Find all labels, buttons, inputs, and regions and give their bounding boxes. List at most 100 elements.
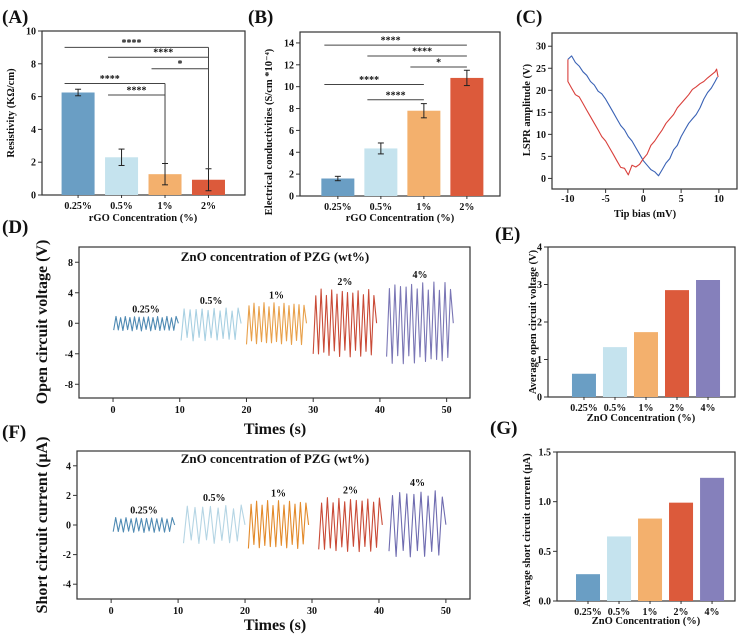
significance-label: **** bbox=[127, 85, 147, 96]
panel-label: (A) bbox=[2, 7, 28, 28]
y-axis-label: Short circuit current (μA) bbox=[34, 437, 51, 614]
y-tick-label: -4 bbox=[63, 580, 71, 591]
y-tick-label: 1.0 bbox=[539, 497, 552, 508]
y-tick-label: 0 bbox=[289, 192, 294, 203]
bar-0.5% bbox=[364, 148, 398, 196]
x-tick-label: 4% bbox=[705, 607, 720, 618]
panel-label: (E) bbox=[495, 224, 520, 245]
y-tick-label: 10 bbox=[284, 82, 294, 93]
x-tick-label: -5 bbox=[601, 194, 609, 205]
series-label: 4% bbox=[410, 478, 425, 489]
bar-0.25% bbox=[571, 373, 596, 397]
series-line-sweep-1 bbox=[567, 55, 718, 177]
significance-label: **** bbox=[100, 74, 120, 85]
plot-frame bbox=[41, 30, 246, 196]
series-line-1% bbox=[245, 302, 308, 346]
y-tick-label: 3 bbox=[537, 280, 542, 291]
significance-label: **** bbox=[386, 90, 406, 101]
panel-label: (B) bbox=[248, 7, 273, 28]
x-tick-label: 2% bbox=[201, 201, 216, 212]
x-axis-label: Tip bias (mV) bbox=[614, 209, 677, 220]
bar-2% bbox=[665, 290, 690, 397]
y-tick-label: 0 bbox=[66, 521, 71, 532]
y-tick-label: -2 bbox=[63, 550, 71, 561]
y-tick-label: 14 bbox=[284, 38, 294, 49]
series-line-0.5% bbox=[180, 307, 242, 342]
y-tick-label: 1.5 bbox=[539, 448, 552, 459]
significance-label: **** bbox=[412, 47, 432, 58]
y-tick-label: 8 bbox=[31, 59, 36, 70]
bar-2% bbox=[669, 502, 694, 601]
bar-1% bbox=[633, 332, 658, 397]
y-tick-label: 20 bbox=[536, 86, 546, 97]
y-tick-label: 2 bbox=[31, 158, 36, 169]
x-tick-label: 20 bbox=[240, 606, 250, 617]
panel-label: (C) bbox=[516, 7, 542, 28]
x-tick-label: 50 bbox=[442, 405, 452, 416]
series-line-0.25% bbox=[113, 315, 179, 332]
series-label: 1% bbox=[271, 489, 286, 500]
x-tick-label: 5 bbox=[679, 194, 684, 205]
x-tick-label: 10 bbox=[175, 405, 185, 416]
bar-1% bbox=[638, 518, 663, 601]
y-axis-label: Electrical conductivities (S/cm *10⁻⁴) bbox=[264, 48, 275, 215]
y-tick-label: 5 bbox=[541, 152, 546, 163]
series-label: 0.25% bbox=[130, 506, 158, 517]
x-axis-label: Times (s) bbox=[244, 421, 306, 438]
series-label: 0.5% bbox=[203, 493, 226, 504]
y-tick-label: 2 bbox=[66, 491, 71, 502]
series-label: 4% bbox=[412, 270, 427, 281]
bar-0.25% bbox=[61, 92, 95, 195]
y-tick-label: 4 bbox=[66, 461, 71, 472]
y-tick-label: 25 bbox=[536, 64, 546, 75]
y-tick-label: 4 bbox=[537, 243, 542, 254]
panel-label: (G) bbox=[490, 418, 517, 439]
x-tick-label: 30 bbox=[308, 405, 318, 416]
x-tick-label: 40 bbox=[375, 405, 385, 416]
x-axis-label: rGO Concentration (%) bbox=[89, 213, 198, 224]
x-tick-label: 10 bbox=[714, 194, 724, 205]
bar-0.25% bbox=[321, 178, 355, 196]
y-tick-label: 0 bbox=[541, 174, 546, 185]
x-axis-label: Times (s) bbox=[244, 617, 306, 634]
x-tick-label: 2% bbox=[670, 403, 685, 414]
y-axis-label: Average open circuit voltage (V) bbox=[528, 249, 539, 394]
y-tick-label: 6 bbox=[289, 126, 294, 137]
significance-label: **** bbox=[359, 75, 379, 86]
y-tick-label: 0 bbox=[537, 393, 542, 404]
y-tick-label: 2 bbox=[537, 318, 542, 329]
x-tick-label: 0.5% bbox=[608, 607, 631, 618]
significance-label: * bbox=[436, 57, 441, 68]
x-tick-label: 0 bbox=[109, 606, 114, 617]
x-tick-label: 0.25% bbox=[64, 201, 92, 212]
x-axis-label: ZnO Concentration (%) bbox=[592, 616, 701, 627]
series-label: 1% bbox=[269, 291, 284, 302]
significance-label: * bbox=[178, 59, 183, 70]
y-tick-label: 30 bbox=[536, 42, 546, 53]
series-line-2% bbox=[312, 288, 378, 358]
y-axis-label: Open circuit voltage (V) bbox=[34, 240, 51, 405]
series-label: 0.5% bbox=[200, 296, 223, 307]
y-tick-label: 0 bbox=[68, 319, 73, 330]
x-tick-label: 50 bbox=[441, 606, 451, 617]
y-tick-label: 4 bbox=[31, 125, 36, 136]
significance-label: **** bbox=[381, 36, 401, 47]
chart-title: ZnO concentration of PZG (wt%) bbox=[181, 249, 369, 264]
y-tick-label: 12 bbox=[284, 60, 294, 71]
x-tick-label: 0.5% bbox=[604, 403, 627, 414]
panel-label: (F) bbox=[2, 422, 26, 443]
x-tick-label: 1% bbox=[158, 201, 173, 212]
x-tick-label: 4% bbox=[701, 403, 716, 414]
bar-4% bbox=[700, 477, 725, 601]
x-tick-label: 0 bbox=[641, 194, 646, 205]
chart-title: ZnO concentration of PZG (wt%) bbox=[181, 451, 369, 466]
y-tick-label: 10 bbox=[536, 130, 546, 141]
x-tick-label: 0.5% bbox=[370, 202, 393, 213]
y-tick-label: 6 bbox=[31, 92, 36, 103]
y-axis-label: Average short circuit current (μA) bbox=[522, 453, 533, 607]
x-tick-label: 30 bbox=[307, 606, 317, 617]
plot-frame bbox=[78, 246, 471, 399]
series-line-sweep-2 bbox=[567, 59, 719, 176]
x-tick-label: 40 bbox=[374, 606, 384, 617]
